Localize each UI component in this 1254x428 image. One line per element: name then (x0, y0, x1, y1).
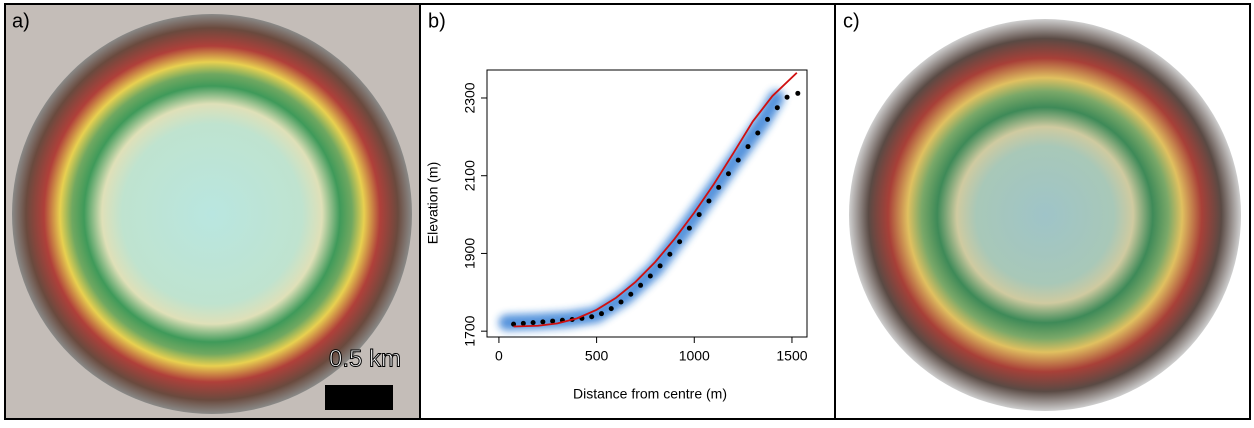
point (657, 263, 663, 269)
x-tick-label: 1000 (679, 348, 710, 364)
plot-frame (486, 69, 808, 338)
point (598, 311, 604, 317)
point (667, 251, 673, 257)
point (696, 212, 702, 218)
scale-bar (325, 385, 393, 410)
panel-label: a) (12, 10, 30, 32)
point (608, 306, 614, 312)
point (677, 239, 683, 245)
point (647, 273, 653, 279)
point (550, 318, 556, 324)
point (706, 198, 712, 204)
x-tick-label: 500 (585, 348, 609, 364)
crater-image (12, 14, 412, 414)
point (511, 321, 517, 327)
y-tick-label: 2100 (462, 160, 478, 191)
point (745, 144, 751, 150)
point (774, 105, 780, 111)
point (755, 130, 761, 136)
y-tick-label: 2300 (462, 82, 478, 113)
point (765, 116, 771, 122)
fit-line (513, 72, 798, 328)
y-tick-label: 1900 (462, 238, 478, 269)
point (795, 90, 801, 96)
point (589, 314, 595, 320)
point (540, 319, 546, 325)
x-tick-label: 0 (495, 348, 503, 364)
panel-label: b) (428, 10, 446, 32)
point (530, 320, 536, 326)
model-image (849, 19, 1241, 411)
x-axis-label: Distance from centre (m) (573, 386, 727, 402)
scale-label: 0.5 km (329, 345, 401, 372)
point (618, 299, 624, 305)
x-tick-label: 1500 (776, 348, 807, 364)
panel-b (419, 3, 836, 420)
y-tick-label: 1700 (462, 315, 478, 346)
point (735, 157, 741, 163)
point (638, 282, 644, 288)
plot: 0 500 1000 1500 1700 1900 2100 2300 (462, 72, 808, 364)
point (520, 320, 526, 326)
point (686, 225, 692, 231)
panel-label: c) (843, 10, 860, 32)
density-band (498, 89, 785, 331)
point (628, 291, 634, 297)
point (725, 171, 731, 177)
y-axis-label: Elevation (m) (425, 162, 441, 244)
point (716, 184, 722, 190)
point (784, 94, 790, 100)
